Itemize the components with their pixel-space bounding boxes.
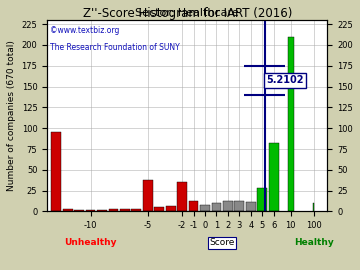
Text: 5.2102: 5.2102 — [266, 75, 304, 85]
Bar — [154, 207, 164, 211]
Bar — [131, 209, 141, 211]
Bar — [166, 207, 176, 211]
Bar — [212, 203, 221, 211]
Text: Unhealthy: Unhealthy — [64, 238, 117, 247]
Bar — [223, 201, 233, 211]
Bar — [74, 210, 84, 211]
Text: Sector: Healthcare: Sector: Healthcare — [135, 8, 239, 18]
Bar — [269, 143, 279, 211]
Y-axis label: Number of companies (670 total): Number of companies (670 total) — [7, 40, 16, 191]
Bar — [97, 210, 107, 211]
Title: Z''-Score Histogram for IART (2016): Z''-Score Histogram for IART (2016) — [82, 7, 292, 20]
Text: Healthy: Healthy — [294, 238, 334, 247]
Text: The Research Foundation of SUNY: The Research Foundation of SUNY — [50, 43, 180, 52]
Bar — [189, 201, 198, 211]
Bar — [51, 132, 61, 211]
Bar — [234, 201, 244, 211]
Bar — [313, 203, 314, 211]
Bar — [143, 180, 153, 211]
Bar — [288, 37, 294, 211]
Bar — [86, 210, 95, 211]
Text: ©www.textbiz.org: ©www.textbiz.org — [50, 26, 119, 35]
Bar — [63, 209, 73, 211]
Text: Score: Score — [210, 238, 235, 247]
Bar — [200, 205, 210, 211]
Bar — [109, 209, 118, 211]
Bar — [246, 202, 256, 211]
Bar — [120, 209, 130, 211]
Bar — [257, 188, 267, 211]
Bar — [177, 182, 187, 211]
